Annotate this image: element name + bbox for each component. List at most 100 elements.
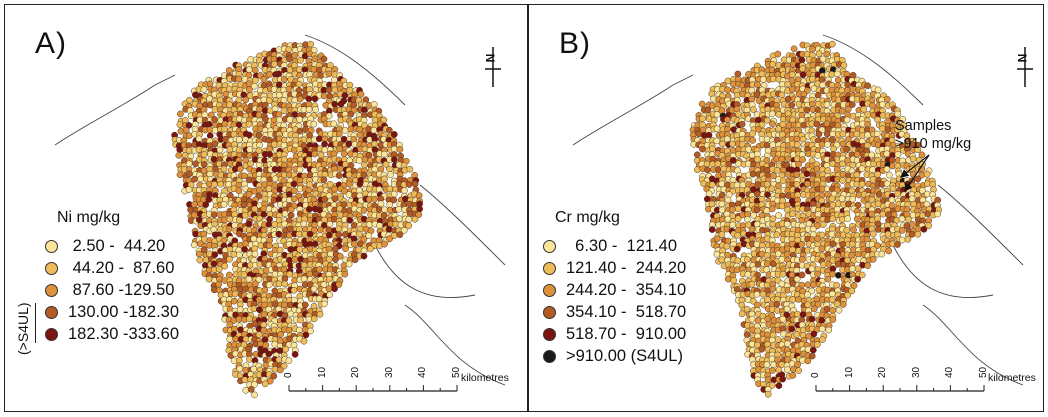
sample-point <box>769 75 777 83</box>
sample-point <box>763 260 771 268</box>
sample-point <box>211 180 218 188</box>
sample-point <box>718 206 726 214</box>
sample-point <box>405 222 413 229</box>
sample-point <box>290 195 298 203</box>
north-arrow-icon <box>485 47 501 87</box>
sample-point <box>768 205 776 213</box>
sample-point <box>350 240 358 248</box>
sample-point <box>380 211 388 219</box>
sample-point <box>306 131 313 139</box>
sample-point <box>764 191 771 199</box>
sample-point <box>335 172 343 179</box>
sample-point <box>829 290 836 298</box>
sample-point <box>280 76 288 83</box>
sample-point <box>325 70 333 78</box>
annotation-line-1: Samples <box>895 118 952 134</box>
sample-point <box>824 167 832 174</box>
sample-point <box>848 287 856 295</box>
sample-point <box>320 160 328 168</box>
scale-tick-label: 10 <box>843 366 855 378</box>
sample-point <box>255 276 263 283</box>
sample-point <box>833 166 841 173</box>
sample-point <box>210 211 218 219</box>
sample-point <box>749 130 756 138</box>
sample-point <box>878 250 886 258</box>
legend-row: 2.50 - 44.20 <box>45 235 179 257</box>
legend-range: 87.60 -129.50 <box>68 281 175 299</box>
sample-point <box>335 231 343 239</box>
sample-point <box>834 76 842 84</box>
sample-point <box>749 137 757 144</box>
sample-point <box>230 250 238 258</box>
sample-point <box>356 131 364 139</box>
sample-point <box>864 131 871 139</box>
sample-point <box>775 212 782 219</box>
sample-point <box>803 170 811 178</box>
legend-row: 121.40 - 244.20 <box>543 257 686 279</box>
sample-point <box>301 301 309 309</box>
sample-point <box>390 196 398 204</box>
sample-point <box>220 165 228 173</box>
sample-point <box>325 112 333 120</box>
sample-point <box>769 141 777 149</box>
sample-point <box>277 331 284 338</box>
sample-point <box>406 165 414 173</box>
sample-point <box>360 171 368 179</box>
map-a-canvas <box>54 34 506 399</box>
sample-point <box>714 166 722 173</box>
sample-point <box>924 180 931 188</box>
sample-point <box>758 345 766 353</box>
sample-point <box>200 86 208 93</box>
sample-point <box>839 140 847 148</box>
sample-point <box>265 97 273 104</box>
sample-point <box>260 311 268 318</box>
sample-point <box>182 126 190 134</box>
sample-point <box>395 205 403 213</box>
sample-point <box>275 280 283 288</box>
sample-point <box>769 260 777 268</box>
sample-point <box>764 315 772 323</box>
sample-point <box>192 160 199 168</box>
scale-bar-graphic <box>815 385 985 392</box>
sample-point <box>341 270 349 278</box>
sample-point <box>839 160 846 168</box>
legend-row: 518.70 - 910.00 <box>543 323 686 345</box>
sample-point <box>247 386 255 393</box>
sample-point <box>321 140 328 148</box>
sample-point <box>336 252 344 260</box>
sample-point <box>271 220 279 228</box>
sample-point <box>251 320 258 328</box>
scale-bar-graphic <box>288 385 458 392</box>
sample-point <box>843 116 851 124</box>
sample-point <box>276 116 283 124</box>
sample-point <box>793 275 801 283</box>
legend-range: 44.20 - 87.60 <box>68 259 175 277</box>
sample-point <box>750 212 758 219</box>
sample-point <box>175 152 183 159</box>
sample-point <box>750 297 757 305</box>
sample-point <box>778 202 786 210</box>
sample-point <box>870 160 877 168</box>
sample-point <box>869 102 876 109</box>
sample-point <box>386 165 393 173</box>
sample-point <box>185 186 193 193</box>
sample-point <box>266 150 274 158</box>
sample-point <box>226 255 233 263</box>
legend-swatch-icon <box>543 305 556 319</box>
sample-point <box>825 326 833 334</box>
sample-point <box>775 382 783 390</box>
sample-point <box>195 135 203 143</box>
sample-point <box>793 141 801 149</box>
sample-point <box>331 245 339 253</box>
sample-point <box>829 307 836 314</box>
sample-point <box>270 60 278 68</box>
sample-point <box>810 305 818 313</box>
sample-point <box>296 95 304 103</box>
sample-point <box>848 101 856 108</box>
sample-point <box>713 125 721 133</box>
sample-point <box>869 230 877 238</box>
sample-point <box>828 230 836 238</box>
sample-point <box>256 306 263 314</box>
sample-point <box>390 131 398 138</box>
sample-point <box>400 226 408 234</box>
